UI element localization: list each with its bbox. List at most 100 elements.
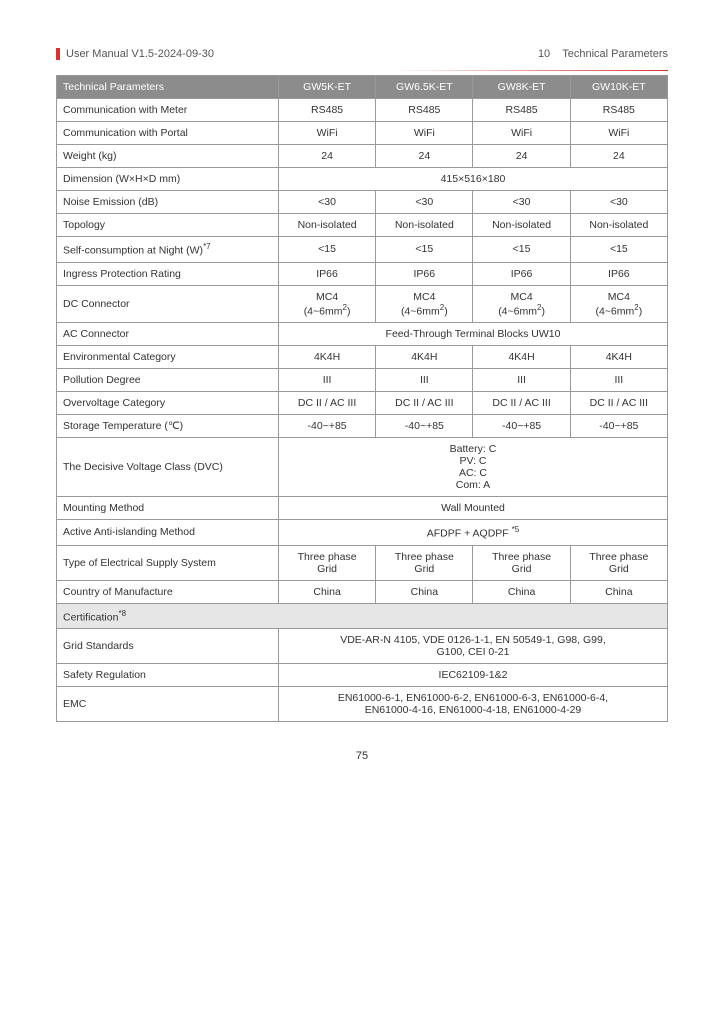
table-row: Ingress Protection RatingIP66IP66IP66IP6…: [57, 262, 668, 285]
row-label: Grid Standards: [57, 629, 279, 664]
row-value: MC4(4~6mm2): [376, 285, 473, 323]
table-row: Pollution DegreeIIIIIIIIIIII: [57, 369, 668, 392]
row-label: Noise Emission (dB): [57, 191, 279, 214]
table-row: EMCEN61000-6-1, EN61000-6-2, EN61000-6-3…: [57, 687, 668, 722]
row-value: Non-isolated: [376, 214, 473, 237]
row-value: RS485: [473, 99, 570, 122]
row-value: <15: [278, 237, 375, 263]
table-row: Active Anti-islanding MethodAFDPF + AQDP…: [57, 520, 668, 546]
technical-parameters-table: Technical Parameters GW5K-ET GW6.5K-ET G…: [56, 75, 668, 722]
model-col-2: GW8K-ET: [473, 76, 570, 99]
row-value: RS485: [570, 99, 667, 122]
header-underline: [56, 70, 668, 71]
row-label: Topology: [57, 214, 279, 237]
table-row: Environmental Category4K4H4K4H4K4H4K4H: [57, 346, 668, 369]
row-value: China: [278, 580, 375, 603]
row-value: China: [473, 580, 570, 603]
row-value: IP66: [570, 262, 667, 285]
table-row: Country of ManufactureChinaChinaChinaChi…: [57, 580, 668, 603]
accent-bar-icon: [56, 48, 60, 60]
table-row: Mounting MethodWall Mounted: [57, 497, 668, 520]
row-value: IP66: [278, 262, 375, 285]
table-row: Communication with MeterRS485RS485RS485R…: [57, 99, 668, 122]
row-value: 24: [278, 145, 375, 168]
row-label: Self-consumption at Night (W)*7: [57, 237, 279, 263]
table-row: Certification*8: [57, 603, 668, 629]
row-label: Overvoltage Category: [57, 392, 279, 415]
row-value: <30: [473, 191, 570, 214]
table-row: Grid StandardsVDE-AR-N 4105, VDE 0126-1-…: [57, 629, 668, 664]
row-label: Pollution Degree: [57, 369, 279, 392]
table-row: Noise Emission (dB)<30<30<30<30: [57, 191, 668, 214]
header-left: User Manual V1.5-2024-09-30: [56, 48, 214, 60]
row-value: MC4(4~6mm2): [278, 285, 375, 323]
row-value: <30: [376, 191, 473, 214]
row-label: Weight (kg): [57, 145, 279, 168]
row-value: 4K4H: [570, 346, 667, 369]
row-value: Three phaseGrid: [473, 545, 570, 580]
row-value: Non-isolated: [278, 214, 375, 237]
row-value: -40~+85: [570, 415, 667, 438]
row-value: IP66: [473, 262, 570, 285]
row-value: 4K4H: [376, 346, 473, 369]
row-value: DC II / AC III: [570, 392, 667, 415]
row-value: IP66: [376, 262, 473, 285]
row-span-value: IEC62109-1&2: [278, 664, 667, 687]
table-row: TopologyNon-isolatedNon-isolatedNon-isol…: [57, 214, 668, 237]
row-value: <15: [570, 237, 667, 263]
row-span-value: 415×516×180: [278, 168, 667, 191]
row-value: Non-isolated: [473, 214, 570, 237]
header-label: Technical Parameters: [57, 76, 279, 99]
row-value: Non-isolated: [570, 214, 667, 237]
row-value: China: [570, 580, 667, 603]
row-label: Storage Temperature (℃): [57, 415, 279, 438]
row-value: <15: [376, 237, 473, 263]
row-value: MC4(4~6mm2): [473, 285, 570, 323]
header-right: 10 Technical Parameters: [538, 48, 668, 60]
table-row: The Decisive Voltage Class (DVC)Battery:…: [57, 438, 668, 497]
row-value: RS485: [278, 99, 375, 122]
row-value: -40~+85: [473, 415, 570, 438]
table-row: Dimension (W×H×D mm)415×516×180: [57, 168, 668, 191]
row-value: 4K4H: [278, 346, 375, 369]
row-label: Safety Regulation: [57, 664, 279, 687]
row-value: Three phaseGrid: [570, 545, 667, 580]
row-label: Communication with Portal: [57, 122, 279, 145]
row-value: WiFi: [376, 122, 473, 145]
table-row: Type of Electrical Supply SystemThree ph…: [57, 545, 668, 580]
row-value: China: [376, 580, 473, 603]
row-value: -40~+85: [278, 415, 375, 438]
row-label: Environmental Category: [57, 346, 279, 369]
table-row: Safety RegulationIEC62109-1&2: [57, 664, 668, 687]
row-label: The Decisive Voltage Class (DVC): [57, 438, 279, 497]
row-label: DC Connector: [57, 285, 279, 323]
row-value: 24: [570, 145, 667, 168]
row-value: DC II / AC III: [376, 392, 473, 415]
row-value: <30: [570, 191, 667, 214]
row-span-value: VDE-AR-N 4105, VDE 0126-1-1, EN 50549-1,…: [278, 629, 667, 664]
row-label: Country of Manufacture: [57, 580, 279, 603]
table-row: Weight (kg)24242424: [57, 145, 668, 168]
row-label: EMC: [57, 687, 279, 722]
section-cell: Certification*8: [57, 603, 668, 629]
row-value: DC II / AC III: [473, 392, 570, 415]
row-value: 24: [473, 145, 570, 168]
table-row: DC ConnectorMC4(4~6mm2)MC4(4~6mm2)MC4(4~…: [57, 285, 668, 323]
table-row: Storage Temperature (℃)-40~+85-40~+85-40…: [57, 415, 668, 438]
manual-version: User Manual V1.5-2024-09-30: [66, 48, 214, 60]
row-label: Ingress Protection Rating: [57, 262, 279, 285]
row-value: WiFi: [473, 122, 570, 145]
row-span-value: AFDPF + AQDPF *5: [278, 520, 667, 546]
row-value: RS485: [376, 99, 473, 122]
row-value: <15: [473, 237, 570, 263]
model-col-0: GW5K-ET: [278, 76, 375, 99]
row-value: WiFi: [278, 122, 375, 145]
row-span-value: EN61000-6-1, EN61000-6-2, EN61000-6-3, E…: [278, 687, 667, 722]
row-span-value: Feed-Through Terminal Blocks UW10: [278, 323, 667, 346]
row-label: Dimension (W×H×D mm): [57, 168, 279, 191]
row-value: WiFi: [570, 122, 667, 145]
row-value: 24: [376, 145, 473, 168]
page-header: User Manual V1.5-2024-09-30 10 Technical…: [56, 48, 668, 60]
row-value: III: [473, 369, 570, 392]
row-span-value: Battery: CPV: CAC: CCom: A: [278, 438, 667, 497]
